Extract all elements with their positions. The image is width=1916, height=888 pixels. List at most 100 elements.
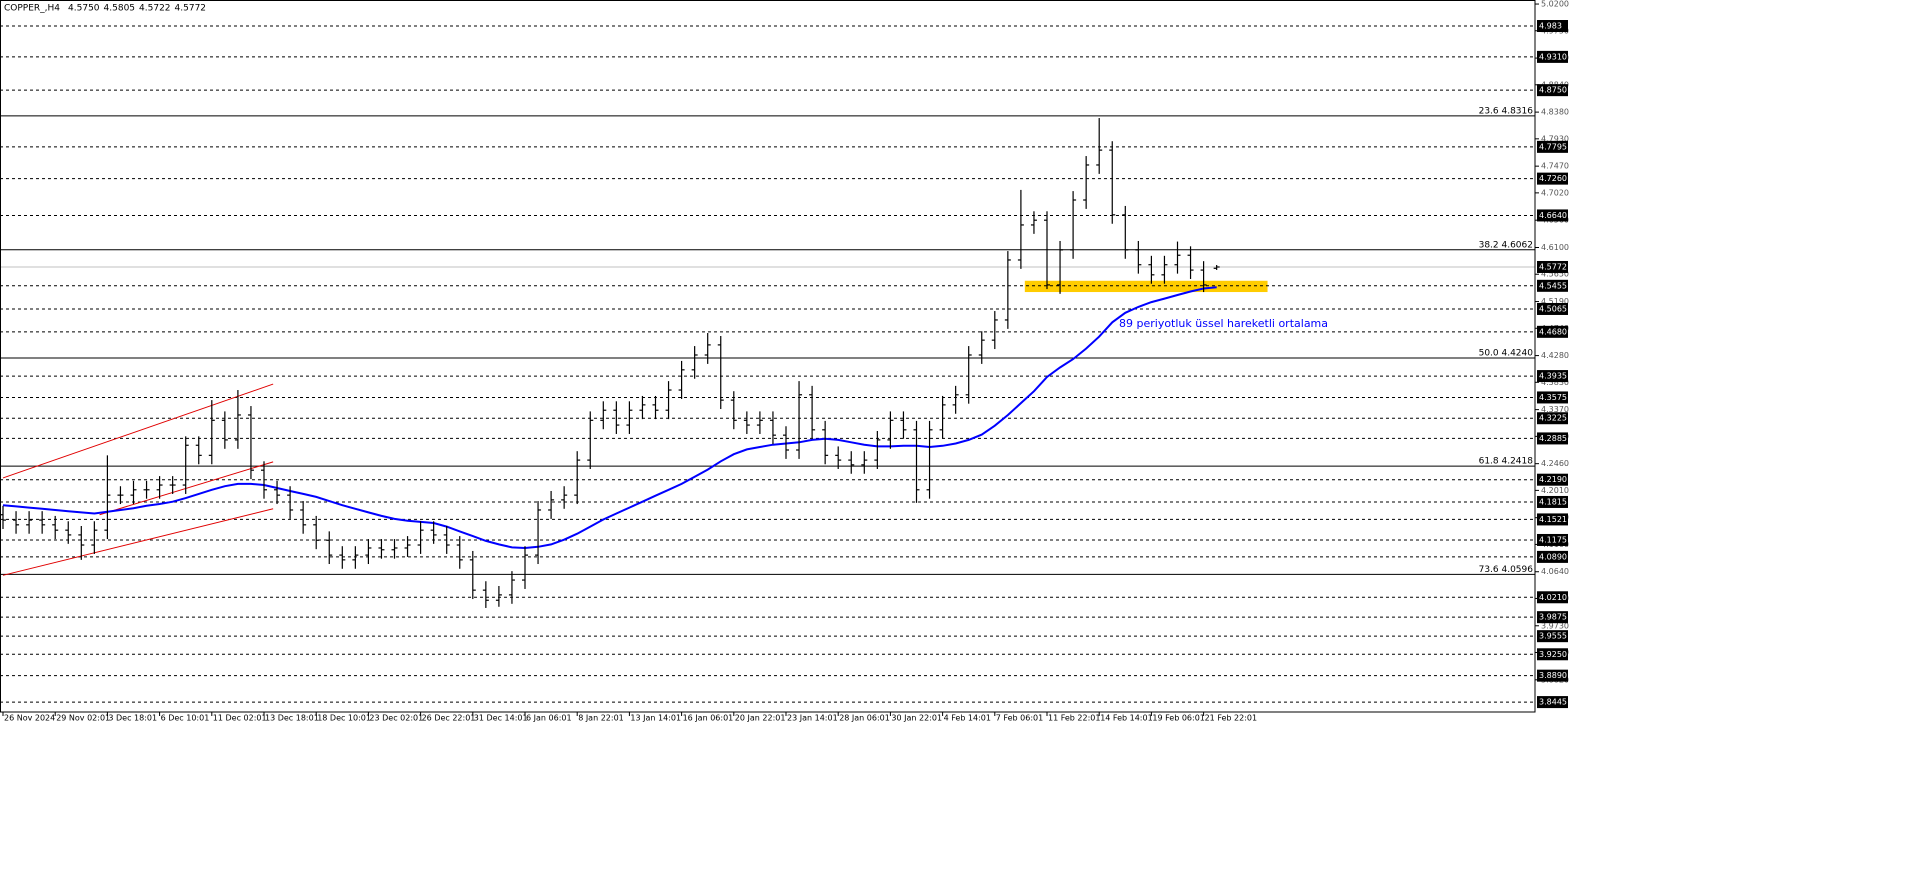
y-tick-label: 4.8380 [1541, 108, 1569, 117]
ema-annotation: 89 periyotluk üssel hareketli ortalama [1119, 317, 1328, 330]
y-tick-label: 5.0200 [1541, 0, 1569, 9]
support-zone [1024, 280, 1268, 293]
x-tick-label: 30 Jan 22:01 [891, 714, 942, 723]
level-box [1537, 495, 1568, 508]
y-tick-label: 4.2010 [1541, 486, 1569, 495]
level-label: 4.8750 [1539, 86, 1567, 95]
x-tick-label: 14 Feb 14:01 [1100, 714, 1152, 723]
chart-title: COPPER_,H4 [4, 4, 60, 14]
y-tick-label: 4.7930 [1541, 134, 1569, 143]
fibo-label: 38.2 4.6062 [1479, 240, 1533, 250]
x-tick-label: 11 Feb 22:01 [1048, 714, 1100, 723]
y-tick-label: 4.6100 [1541, 243, 1569, 252]
level-label: 4.1521 [1539, 515, 1567, 524]
axis-background [0, 712, 1535, 888]
level-box [1537, 630, 1568, 643]
level-box [1537, 412, 1568, 425]
x-tick-label: 13 Jan 14:01 [630, 714, 681, 723]
ema-line [2, 286, 1217, 550]
quote-value: 4.5750 [68, 4, 100, 14]
level-box [1537, 696, 1568, 709]
x-tick-label: 21 Feb 22:01 [1205, 714, 1257, 723]
level-label: 4.0890 [1539, 552, 1567, 561]
level-box [1537, 325, 1568, 338]
y-tick-label: 4.3370 [1541, 405, 1569, 414]
level-label: 4.3575 [1539, 393, 1567, 402]
level-label: 4.7260 [1539, 174, 1567, 183]
level-box [1537, 370, 1568, 383]
level-box [1537, 591, 1568, 604]
fibo-label: 50.0 4.4240 [1479, 348, 1534, 358]
level-label: 4.9310 [1539, 52, 1567, 61]
x-tick-label: 16 Jan 06:01 [683, 714, 734, 723]
x-tick-label: 29 Nov 02:01 [56, 714, 110, 723]
level-box [1537, 432, 1568, 445]
x-tick-label: 8 Jan 22:01 [578, 714, 624, 723]
level-label: 3.9875 [1539, 613, 1567, 622]
level-box [1537, 20, 1568, 33]
level-box [1537, 172, 1568, 185]
x-tick-label: 31 Dec 14:01 [474, 714, 528, 723]
level-label: 3.8445 [1539, 698, 1567, 707]
trend-line [99, 461, 274, 516]
x-tick-label: 6 Dec 10:01 [161, 714, 210, 723]
level-label: 4.3225 [1539, 414, 1567, 423]
y-tick-label: 4.2460 [1541, 459, 1569, 468]
y-tick-label: 4.7470 [1541, 162, 1569, 171]
level-label: 4.2885 [1539, 434, 1567, 443]
level-label: 4.983 [1539, 22, 1562, 31]
trend-line [2, 508, 274, 576]
x-tick-label: 26 Nov 2024 [4, 714, 55, 723]
level-box [1537, 648, 1568, 661]
level-label: 3.8890 [1539, 671, 1567, 680]
x-tick-label: 4 Feb 14:01 [944, 714, 991, 723]
bid-box [1537, 260, 1568, 273]
x-tick-label: 23 Dec 02:01 [369, 714, 423, 723]
level-label: 4.3935 [1539, 372, 1567, 381]
trend-line [2, 383, 274, 479]
level-label: 4.6640 [1539, 211, 1567, 220]
level-box [1537, 473, 1568, 486]
y-tick-label: 3.9730 [1541, 621, 1569, 630]
level-box [1537, 611, 1568, 624]
fibo-label: 73.6 4.0596 [1479, 565, 1534, 575]
level-box [1537, 140, 1568, 153]
y-tick-label: 4.3830 [1541, 378, 1569, 387]
level-label: 4.5065 [1539, 304, 1567, 313]
level-label: 4.7795 [1539, 142, 1567, 151]
level-box [1537, 391, 1568, 404]
level-label: 3.9250 [1539, 650, 1567, 659]
y-tick-label: 4.5190 [1541, 297, 1569, 306]
fibo-label: 61.8 4.2418 [1479, 457, 1534, 467]
level-box [1537, 669, 1568, 682]
level-box [1537, 513, 1568, 526]
x-tick-label: 11 Dec 02:01 [213, 714, 267, 723]
x-tick-label: 19 Feb 06:01 [1152, 714, 1204, 723]
x-tick-label: 6 Jan 06:01 [526, 714, 572, 723]
level-label: 4.0210 [1539, 593, 1567, 602]
x-tick-label: 7 Feb 06:01 [996, 714, 1043, 723]
quote-value: 4.5722 [139, 4, 171, 14]
level-label: 4.4680 [1539, 327, 1567, 336]
level-box [1537, 50, 1568, 63]
quote-value: 4.5805 [104, 4, 136, 14]
level-box [1537, 550, 1568, 563]
x-tick-label: 23 Jan 14:01 [787, 714, 838, 723]
y-tick-label: 4.7020 [1541, 188, 1569, 197]
x-tick-label: 28 Jan 06:01 [839, 714, 890, 723]
level-label: 4.1175 [1539, 535, 1567, 544]
level-box [1537, 533, 1568, 546]
level-box [1537, 84, 1568, 97]
x-tick-label: 13 Dec 18:01 [265, 714, 319, 723]
plot-frame [0, 0, 1536, 713]
level-box [1537, 279, 1568, 292]
x-tick-label: 20 Jan 22:01 [735, 714, 786, 723]
quote-value: 4.5772 [175, 4, 207, 14]
level-label: 4.5455 [1539, 281, 1567, 290]
level-box [1537, 209, 1568, 222]
level-box [1537, 302, 1568, 315]
x-tick-label: 18 Dec 10:01 [317, 714, 371, 723]
fibo-label: 23.6 4.8316 [1479, 106, 1534, 116]
axis-background [1535, 0, 1916, 888]
